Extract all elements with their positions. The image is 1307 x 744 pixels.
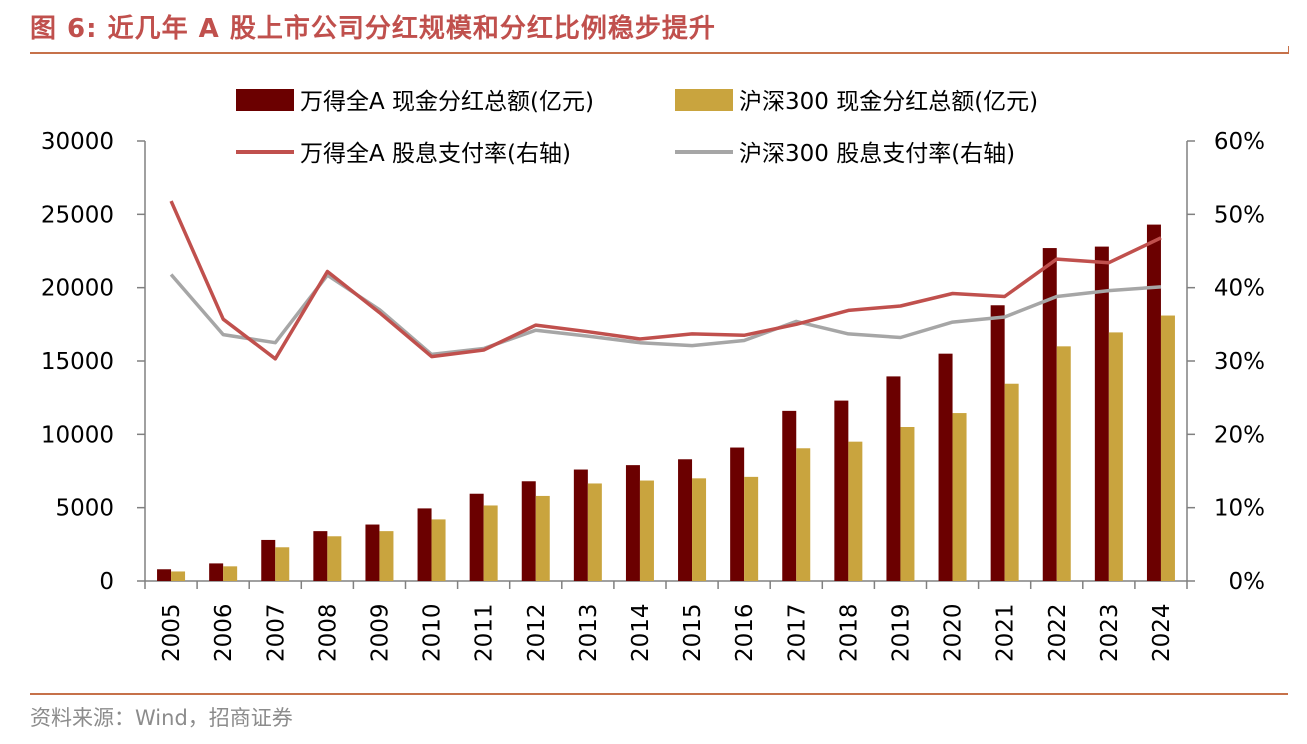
left-axis-tick-label: 20000	[41, 276, 114, 302]
bar-wind-a-2022	[1042, 248, 1057, 582]
bar-csi300-2009	[379, 531, 394, 581]
x-axis-tick-label: 2015	[680, 603, 706, 662]
line-wind-a-payout	[169, 200, 1162, 361]
right-axis-tick-label: 30%	[1214, 349, 1265, 375]
x-axis-tick-label: 2011	[472, 603, 498, 662]
bar-csi300-2016	[744, 476, 759, 581]
bar-csi300-2020	[952, 413, 967, 581]
x-axis-tick-label: 2014	[628, 603, 654, 662]
x-axis-tick-label: 2019	[888, 603, 914, 662]
title-divider-cap	[1288, 46, 1289, 54]
x-axis-tick-label: 2022	[1045, 603, 1071, 662]
x-axis-tick-label: 2024	[1149, 603, 1175, 662]
bar-csi300-2023	[1108, 332, 1123, 581]
source-note: 资料来源：Wind，招商证券	[30, 706, 293, 730]
source-divider	[30, 693, 1288, 695]
right-axis-tick-label: 20%	[1214, 422, 1265, 448]
right-axis-tick-label: 60%	[1214, 129, 1265, 155]
x-axis-tick-label: 2007	[263, 603, 289, 662]
x-axis-tick-label: 2005	[159, 603, 185, 662]
bar-wind-a-2014	[625, 465, 640, 581]
line-csi300-payout	[169, 273, 1162, 357]
bar-csi300-2011	[483, 505, 498, 581]
bar-wind-a-2021	[990, 305, 1005, 581]
bar-csi300-2013	[587, 483, 602, 581]
bar-wind-a-2007	[261, 539, 276, 581]
legend-swatch-0	[236, 89, 294, 111]
left-axis-tick-label: 0	[99, 569, 114, 595]
left-axis-tick-label: 5000	[55, 496, 114, 522]
bar-wind-a-2005	[157, 569, 172, 581]
x-axis-tick-label: 2018	[836, 603, 862, 662]
title-divider	[30, 52, 1288, 54]
x-axis-tick-label: 2012	[524, 603, 550, 662]
bar-wind-a-2017	[782, 410, 797, 581]
bar-csi300-2010	[431, 519, 446, 581]
x-axis-tick-label: 2020	[941, 603, 967, 662]
x-axis-tick-label: 2017	[784, 603, 810, 662]
left-axis-tick-label: 10000	[41, 422, 114, 448]
figure-title: 图 6: 近几年 A 股上市公司分红规模和分红比例稳步提升	[30, 14, 716, 44]
x-axis-tick-label: 2006	[211, 603, 237, 662]
bar-csi300-2005	[171, 571, 186, 581]
bar-csi300-2007	[275, 547, 290, 581]
right-axis-tick-label: 0%	[1229, 569, 1266, 595]
bar-csi300-2018	[848, 441, 863, 581]
legend-label-2: 万得全A 股息支付率(右轴)	[300, 141, 571, 167]
bar-csi300-2014	[639, 480, 654, 581]
x-axis-tick-label: 2013	[576, 603, 602, 662]
right-axis-tick-label: 50%	[1214, 202, 1265, 228]
x-axis-tick-label: 2010	[420, 603, 446, 662]
bar-wind-a-2018	[834, 400, 849, 581]
right-axis-tick-label: 40%	[1214, 276, 1265, 302]
x-axis-tick-label: 2009	[367, 603, 393, 662]
left-axis-tick-label: 15000	[41, 349, 114, 375]
bar-wind-a-2024	[1146, 224, 1161, 581]
x-axis-tick-label: 2021	[993, 603, 1019, 662]
bar-csi300-2019	[900, 427, 915, 581]
bar-wind-a-2020	[938, 353, 953, 581]
x-axis-tick-label: 2016	[732, 603, 758, 662]
bar-csi300-2012	[535, 495, 550, 581]
legend-label-0: 万得全A 现金分红总额(亿元)	[300, 89, 594, 115]
bar-wind-a-2016	[730, 447, 745, 581]
legend-swatch-1	[675, 89, 733, 111]
bar-csi300-2017	[796, 448, 811, 581]
bar-csi300-2022	[1056, 346, 1071, 581]
bar-wind-a-2008	[313, 531, 328, 581]
bar-wind-a-2019	[886, 376, 901, 581]
bar-wind-a-2010	[417, 508, 432, 581]
bar-wind-a-2009	[365, 524, 380, 581]
left-axis-tick-label: 25000	[41, 202, 114, 228]
bar-csi300-2006	[223, 566, 238, 581]
bar-csi300-2021	[1004, 383, 1019, 581]
bar-wind-a-2012	[521, 481, 536, 581]
bar-csi300-2008	[327, 536, 342, 581]
bar-wind-a-2011	[469, 493, 484, 581]
bar-csi300-2015	[692, 478, 707, 581]
bar-wind-a-2023	[1094, 246, 1109, 581]
x-axis-tick-label: 2023	[1097, 603, 1123, 662]
legend-label-3: 沪深300 股息支付率(右轴)	[739, 141, 1015, 167]
bar-csi300-2024	[1160, 315, 1175, 581]
x-axis-tick-label: 2008	[315, 603, 341, 662]
right-axis-tick-label: 10%	[1214, 496, 1265, 522]
bar-wind-a-2013	[573, 469, 588, 581]
legend-label-1: 沪深300 现金分红总额(亿元)	[739, 89, 1038, 115]
bar-wind-a-2006	[209, 563, 224, 581]
bar-wind-a-2015	[678, 459, 693, 581]
left-axis-tick-label: 30000	[41, 129, 114, 155]
